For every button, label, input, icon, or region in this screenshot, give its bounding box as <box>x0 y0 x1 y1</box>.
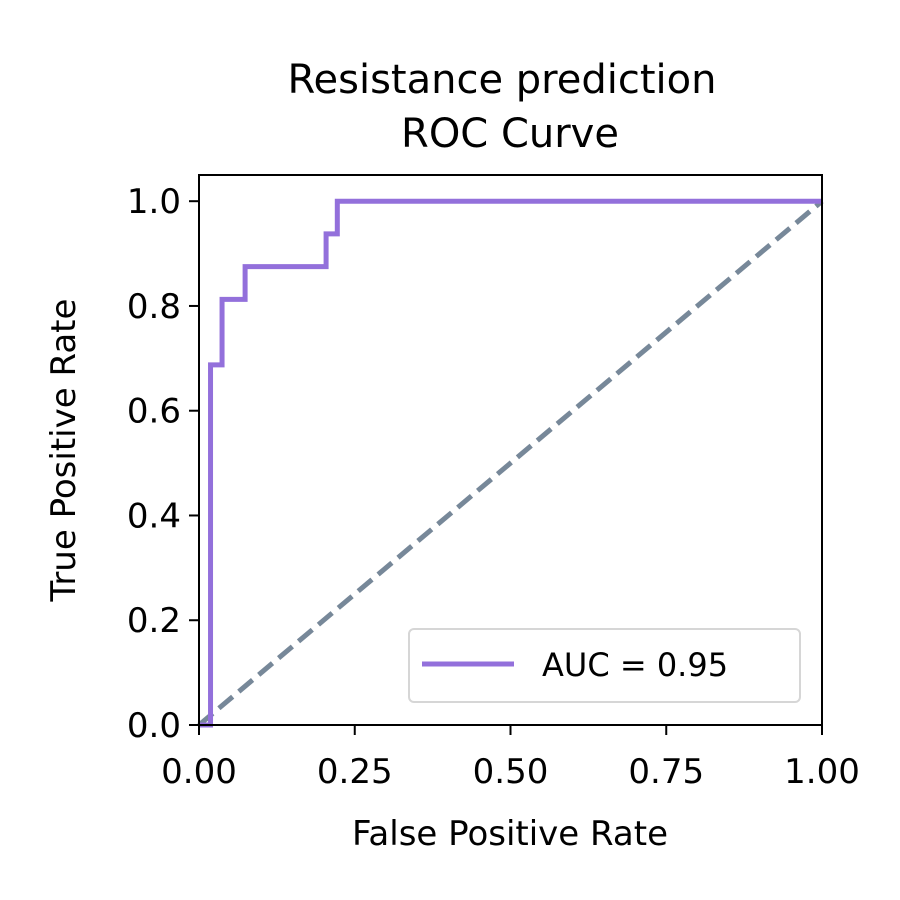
chance-diagonal-line <box>197 199 824 727</box>
y-axis-label: True Positive Rate <box>44 299 84 603</box>
roc-curve-line <box>199 198 822 728</box>
x-tick-label: 0.25 <box>317 752 393 792</box>
ticks-layer: 0.00 0.25 0.50 0.75 1.00 0.0 0.2 0.4 0.6 0.8 1.0 <box>127 182 860 792</box>
legend-label: AUC = 0.95 <box>542 646 728 684</box>
plot-area-frame <box>198 174 823 726</box>
x-tick-label: 0.00 <box>161 752 237 792</box>
x-axis-label: False Positive Rate <box>352 814 668 854</box>
chart-title-line-1: Resistance prediction <box>288 57 717 103</box>
legend-box <box>408 628 801 703</box>
x-tick-label: 0.50 <box>473 752 549 792</box>
x-tick-label: 0.75 <box>628 752 704 792</box>
legend: AUC = 0.95 <box>408 628 801 703</box>
y-tick-label: 0.2 <box>127 601 181 641</box>
y-tick-label: 1.0 <box>127 182 181 222</box>
chart-title-line-2: ROC Curve <box>401 111 619 157</box>
series-layer <box>197 198 824 728</box>
y-tick-label: 0.4 <box>127 496 181 536</box>
x-tick-label: 1.00 <box>784 752 860 792</box>
y-tick-label: 0.8 <box>127 287 181 327</box>
y-tick-label: 0.6 <box>127 392 181 432</box>
y-tick-label: 0.0 <box>127 706 181 746</box>
